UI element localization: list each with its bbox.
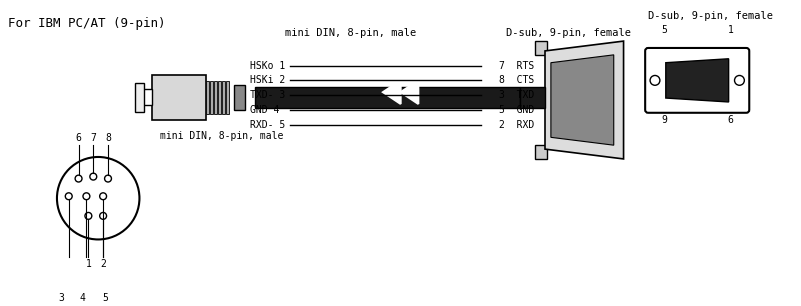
FancyBboxPatch shape bbox=[214, 81, 217, 114]
FancyBboxPatch shape bbox=[152, 76, 206, 120]
Text: mini DIN, 8-pin, male: mini DIN, 8-pin, male bbox=[285, 28, 416, 38]
FancyBboxPatch shape bbox=[143, 89, 152, 105]
Text: 7  RTS: 7 RTS bbox=[499, 61, 534, 71]
Text: GND 4: GND 4 bbox=[251, 105, 280, 115]
Text: 5  GND: 5 GND bbox=[499, 105, 534, 115]
Circle shape bbox=[105, 175, 111, 182]
Circle shape bbox=[537, 148, 545, 156]
FancyBboxPatch shape bbox=[206, 81, 209, 114]
Circle shape bbox=[57, 157, 139, 240]
Circle shape bbox=[707, 88, 712, 93]
Circle shape bbox=[99, 193, 107, 200]
Circle shape bbox=[675, 68, 680, 73]
Text: For IBM PC/AT (9-pin): For IBM PC/AT (9-pin) bbox=[8, 17, 165, 30]
Text: 5: 5 bbox=[103, 293, 108, 304]
FancyBboxPatch shape bbox=[645, 48, 749, 113]
Polygon shape bbox=[383, 80, 400, 104]
Circle shape bbox=[83, 193, 90, 200]
Circle shape bbox=[85, 212, 92, 219]
Text: 4: 4 bbox=[79, 293, 86, 304]
Text: 3  TXD: 3 TXD bbox=[499, 90, 534, 100]
Text: 6: 6 bbox=[727, 115, 734, 125]
Circle shape bbox=[720, 88, 725, 93]
Circle shape bbox=[75, 175, 82, 182]
Text: 2  RXD: 2 RXD bbox=[499, 120, 534, 129]
Text: 3: 3 bbox=[58, 293, 64, 304]
Circle shape bbox=[669, 88, 674, 93]
Text: 1: 1 bbox=[86, 259, 91, 269]
Polygon shape bbox=[545, 41, 623, 159]
Circle shape bbox=[688, 68, 693, 73]
Circle shape bbox=[702, 68, 706, 73]
Circle shape bbox=[735, 76, 744, 85]
Circle shape bbox=[694, 88, 699, 93]
Circle shape bbox=[66, 193, 72, 200]
Text: 8: 8 bbox=[105, 133, 111, 143]
FancyBboxPatch shape bbox=[234, 85, 245, 110]
Text: 6: 6 bbox=[75, 133, 82, 143]
FancyBboxPatch shape bbox=[135, 83, 144, 112]
Circle shape bbox=[99, 212, 107, 219]
Text: 9: 9 bbox=[661, 115, 666, 125]
Text: TXD- 3: TXD- 3 bbox=[251, 90, 286, 100]
Text: 8  CTS: 8 CTS bbox=[499, 75, 534, 85]
Text: 2: 2 bbox=[100, 259, 106, 269]
Text: 1: 1 bbox=[727, 25, 734, 35]
Text: HSKo 1: HSKo 1 bbox=[251, 61, 286, 71]
Text: mini DIN, 8-pin, male: mini DIN, 8-pin, male bbox=[159, 132, 283, 141]
FancyBboxPatch shape bbox=[256, 87, 521, 108]
Text: 7: 7 bbox=[91, 133, 96, 143]
Polygon shape bbox=[551, 55, 614, 145]
FancyBboxPatch shape bbox=[226, 81, 229, 114]
Circle shape bbox=[650, 76, 660, 85]
Polygon shape bbox=[666, 59, 729, 102]
Circle shape bbox=[537, 44, 545, 52]
FancyBboxPatch shape bbox=[218, 81, 221, 114]
FancyBboxPatch shape bbox=[222, 81, 225, 114]
Circle shape bbox=[682, 88, 687, 93]
FancyBboxPatch shape bbox=[535, 145, 547, 159]
FancyBboxPatch shape bbox=[535, 41, 547, 55]
Circle shape bbox=[714, 68, 719, 73]
FancyBboxPatch shape bbox=[521, 87, 545, 108]
FancyBboxPatch shape bbox=[210, 81, 213, 114]
Circle shape bbox=[90, 173, 97, 180]
Polygon shape bbox=[400, 80, 418, 104]
Text: D-sub, 9-pin, female: D-sub, 9-pin, female bbox=[505, 28, 630, 38]
Text: 5: 5 bbox=[661, 25, 666, 35]
Text: RXD- 5: RXD- 5 bbox=[251, 120, 286, 129]
Text: HSKi 2: HSKi 2 bbox=[251, 75, 286, 85]
Text: D-sub, 9-pin, female: D-sub, 9-pin, female bbox=[648, 11, 773, 21]
